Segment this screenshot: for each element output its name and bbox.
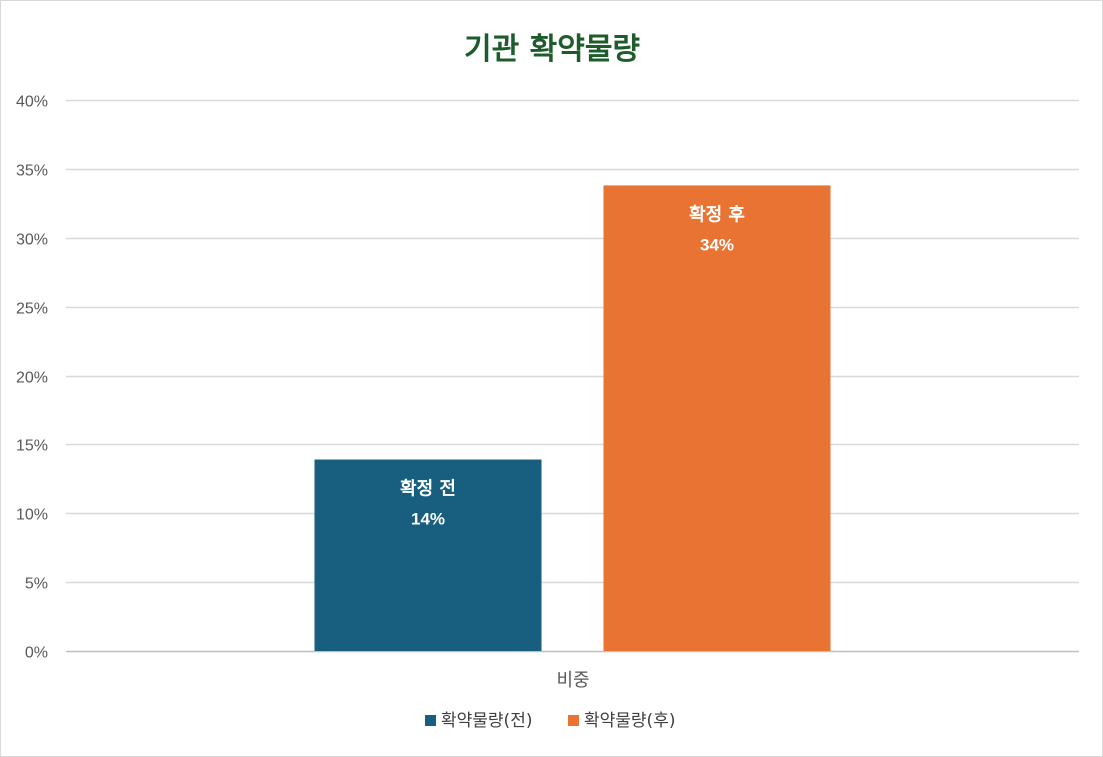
gridlines: [66, 99, 1079, 653]
legend-label: 확약물량(후): [584, 711, 675, 731]
y-tick-label: 30%: [16, 232, 48, 249]
y-tick-label: 10%: [16, 507, 48, 524]
bar-before: [314, 459, 542, 651]
y-tick-label: 25%: [16, 301, 48, 318]
y-tick-label: 40%: [16, 94, 48, 111]
y-axis-ticks: 0% 5% 10% 15% 20% 25% 30% 35% 40%: [16, 94, 48, 662]
chart-title: 기관 확약물량: [464, 32, 640, 67]
y-tick-label: 5%: [25, 576, 48, 593]
legend: 확약물량(전) 확약물량(후): [425, 711, 675, 731]
bar-data-label: 확정 후: [689, 204, 745, 225]
x-category-label: 비중: [556, 670, 589, 691]
bar-value-label: 34%: [700, 235, 734, 254]
legend-item: 확약물량(전): [425, 711, 532, 731]
bar-value-label: 14%: [411, 510, 445, 529]
bar-after: [603, 185, 831, 651]
legend-swatch: [425, 715, 436, 726]
legend-label: 확약물량(전): [441, 711, 532, 731]
y-tick-label: 35%: [16, 163, 48, 180]
y-tick-label: 20%: [16, 370, 48, 387]
y-tick-label: 0%: [25, 645, 48, 662]
legend-item: 확약물량(후): [568, 711, 675, 731]
y-tick-label: 15%: [16, 438, 48, 455]
bar-data-label: 확정 전: [400, 479, 456, 500]
bars: 확정 전 14% 확정 후 34%: [314, 185, 831, 651]
legend-swatch: [568, 715, 579, 726]
